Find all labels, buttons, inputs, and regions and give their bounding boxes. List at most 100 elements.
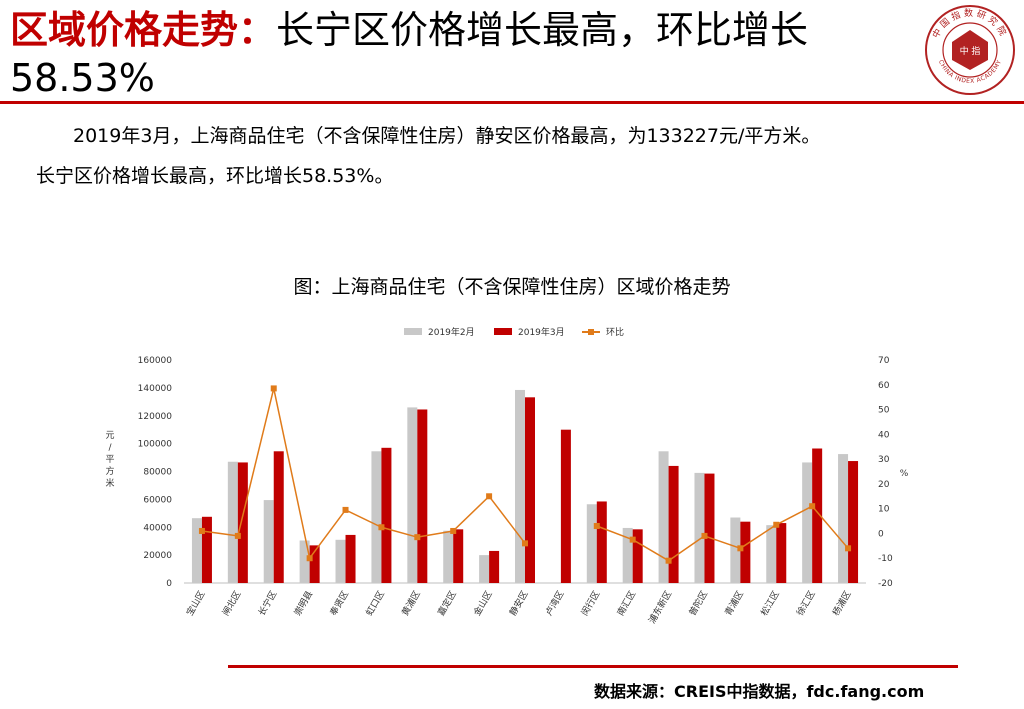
y-right-tick-label: 50 [878,406,890,416]
bar-feb [694,472,705,583]
line-point [450,527,457,534]
page-title: 区域价格走势：长宁区价格增长最高，环比增长58.53% [10,6,910,102]
title-highlight: 区域价格走势： [10,8,277,52]
x-tick-label: 金山区 [471,589,495,618]
bar-feb [515,389,525,583]
bar-feb [371,451,382,583]
bar-mar [740,521,751,583]
line-point [773,521,780,528]
bar-feb [479,555,490,583]
y-right-axis-label: % [900,469,909,479]
x-tick-label: 虹口区 [364,589,387,618]
y-right-tick-label: 30 [878,455,890,465]
legend-label: 环比 [606,326,624,338]
bar-mar [345,534,356,583]
line-segment [632,538,669,562]
line-point [378,524,385,531]
y-left-tick-label: 60000 [143,495,172,505]
x-tick-label: 嘉定区 [435,589,459,618]
bar-feb [263,500,274,583]
bar-mar [776,523,787,583]
bar-feb [227,461,238,583]
line-point [665,557,672,564]
line-segment [739,524,777,549]
bar-feb [407,407,418,583]
data-source: 数据来源：CREIS中指数据，fdc.fang.com [594,682,925,701]
line-point [809,503,816,510]
y-right-tick-label: -20 [878,579,893,589]
title-text: 长宁区价格增长最高，环比增长58.53% [10,8,809,100]
bar-mar [237,462,248,583]
y-left-tick-label: 20000 [143,551,172,561]
line-segment [237,388,275,537]
y-right-tick-label: 0 [878,529,884,539]
line-segment [201,530,238,537]
legend-label: 2019年2月 [428,326,475,338]
summary-paragraph: 2019年3月，上海商品住宅（不含保障性住房）静安区价格最高，为133227元/… [36,116,996,196]
y-left-tick-label: 120000 [138,412,173,422]
bar-feb [191,518,202,583]
china-index-academy-logo: 中国指数研究院 CHINA INDEX ACADEMY 中 指 [925,5,1015,95]
x-tick-label: 青浦区 [722,589,746,618]
line-point [629,536,636,543]
bar-feb [622,527,633,583]
line-point [342,506,349,513]
bar-feb [335,539,346,583]
bar-mar [596,501,607,583]
line-segment [488,495,526,544]
bar-mar [560,429,571,583]
bar-mar [381,447,392,583]
x-tick-label: 静安区 [507,589,531,618]
bar-mar [848,461,859,583]
x-tick-label: 崇明县 [292,589,315,618]
bar-mar [489,550,500,583]
figure-caption: 图：上海商品住宅（不含保障性住房）区域价格走势 [293,276,731,298]
line-point [737,545,744,552]
bar-feb [299,540,310,583]
line-segment [668,535,705,562]
line-segment [704,535,741,550]
bar-mar [668,465,679,583]
y-right-tick-label: 40 [878,430,890,440]
y-left-tick-label: 40000 [143,523,172,533]
line-segment [596,525,633,541]
line-point [522,540,528,547]
bar-feb [586,504,597,583]
line-point [486,493,493,500]
y-left-tick-label: 160000 [138,356,173,366]
chart-legend: 2019年2月 2019年3月 环比 [404,326,624,338]
y-left-tick-label: 100000 [138,440,173,450]
x-tick-label: 杨浦区 [830,589,854,618]
line-segment [345,509,382,528]
bar-mar [453,529,464,583]
x-tick-label: 松江区 [758,589,782,618]
bar-feb [838,454,849,583]
x-tick-label: 普陀区 [686,589,710,618]
x-tick-label: 徐汇区 [794,589,818,618]
bar-mar [309,545,320,583]
y-right-tick-label: 10 [878,505,890,515]
line-point [234,532,241,539]
x-tick-label: 黄浦区 [399,589,423,618]
legend-label: 2019年3月 [518,326,565,338]
x-tick-label: 闵行区 [578,589,602,618]
summary-line-1: 2019年3月，上海商品住宅（不含保障性住房）静安区价格最高，为133227元/… [73,125,821,147]
legend-swatch [494,328,512,335]
y-left-tick-label: 140000 [138,384,173,394]
bar-mar [704,473,715,583]
x-tick-label: 宝山区 [184,589,208,618]
bar-feb [802,462,813,583]
chart-bars [191,389,859,583]
line-segment [309,509,347,559]
summary-line-2: 长宁区价格增长最高，环比增长58.53%。 [36,165,394,187]
header-divider [0,101,1024,104]
x-tick-label: 卢湾区 [543,589,567,618]
y-right-tick-label: 60 [878,381,890,391]
bar-mar [273,451,284,583]
bar-feb [766,525,777,583]
bar-mar [525,397,535,583]
legend-swatch-marker [588,329,594,335]
line-segment [452,495,490,532]
line-point [414,534,421,541]
